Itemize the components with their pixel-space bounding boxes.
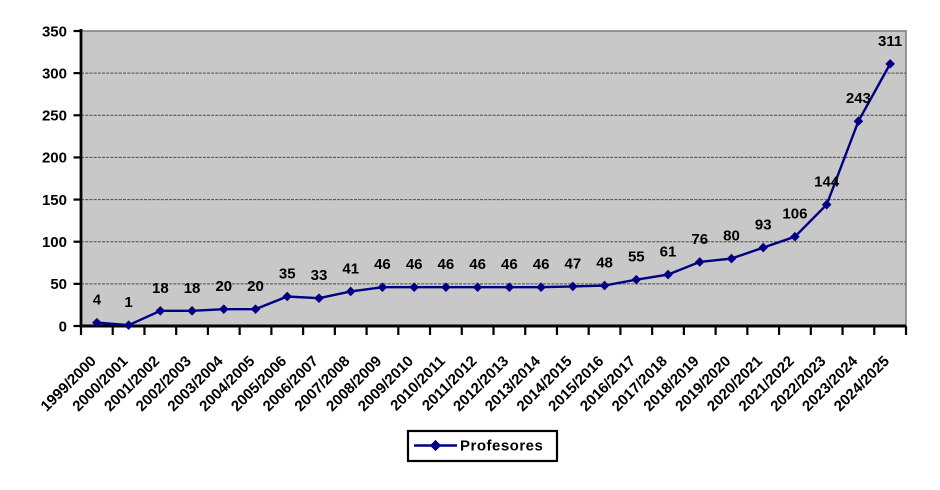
svg-text:80: 80 <box>723 228 740 245</box>
svg-text:18: 18 <box>184 280 201 297</box>
svg-text:46: 46 <box>469 256 486 273</box>
svg-text:20: 20 <box>215 278 232 295</box>
svg-text:1: 1 <box>124 294 132 311</box>
svg-text:144: 144 <box>814 174 840 191</box>
svg-text:18: 18 <box>152 280 169 297</box>
svg-text:20: 20 <box>247 278 264 295</box>
svg-text:46: 46 <box>406 256 423 273</box>
svg-text:Profesores: Profesores <box>460 438 543 455</box>
svg-text:4: 4 <box>93 292 102 309</box>
svg-text:311: 311 <box>878 33 902 50</box>
svg-text:50: 50 <box>50 276 67 293</box>
svg-text:150: 150 <box>42 192 67 209</box>
svg-text:243: 243 <box>846 90 871 107</box>
svg-text:46: 46 <box>438 256 455 273</box>
svg-text:46: 46 <box>533 256 550 273</box>
svg-text:33: 33 <box>311 267 328 284</box>
svg-text:250: 250 <box>42 108 67 125</box>
svg-text:0: 0 <box>59 318 67 335</box>
svg-text:200: 200 <box>42 150 67 167</box>
svg-text:350: 350 <box>42 23 67 40</box>
svg-text:106: 106 <box>782 206 807 223</box>
svg-text:300: 300 <box>42 65 67 82</box>
svg-text:93: 93 <box>755 217 772 234</box>
svg-text:47: 47 <box>564 255 581 272</box>
svg-text:46: 46 <box>374 256 391 273</box>
svg-text:100: 100 <box>42 234 67 251</box>
svg-text:48: 48 <box>596 255 613 272</box>
svg-text:35: 35 <box>279 266 296 283</box>
svg-text:46: 46 <box>501 256 518 273</box>
svg-text:55: 55 <box>628 249 645 266</box>
svg-text:61: 61 <box>660 244 677 261</box>
svg-text:76: 76 <box>691 231 708 248</box>
svg-text:41: 41 <box>342 260 359 277</box>
